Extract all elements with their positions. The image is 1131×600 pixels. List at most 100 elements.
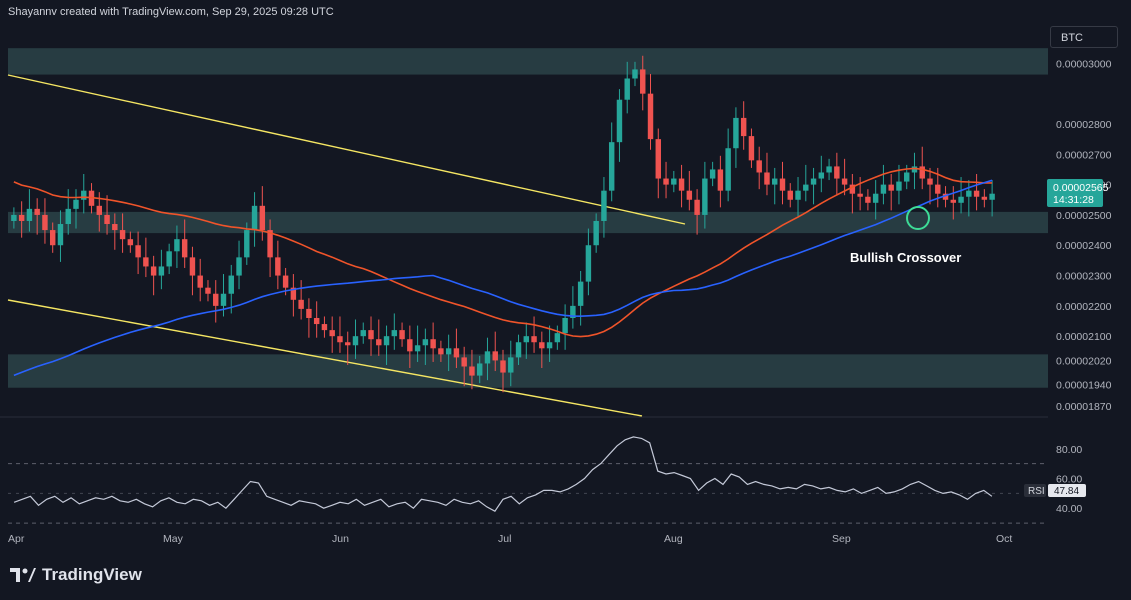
y-tick-label: 0.00001940 [1056, 380, 1112, 392]
footer [0, 548, 1131, 600]
candle-body [772, 178, 778, 185]
candle-body [935, 184, 941, 194]
candle-body [205, 287, 211, 294]
candle-body [632, 69, 638, 79]
candle-body [546, 342, 553, 349]
tradingview-logo[interactable]: TradingView [10, 565, 142, 585]
candle-body [104, 214, 110, 225]
candle-body [911, 166, 918, 173]
candle-body [306, 308, 312, 318]
symbol-badge[interactable]: BTC [1050, 26, 1118, 48]
candle-body [849, 184, 856, 194]
y-tick-label: 0.00003000 [1056, 58, 1112, 70]
candle-body [166, 251, 172, 267]
candle-body [927, 178, 933, 185]
zone-1 [8, 211, 1048, 234]
y-tick-label: 0.00002300 [1056, 271, 1112, 283]
candle-body [484, 351, 491, 364]
candle-body [96, 205, 103, 215]
candle-body [236, 257, 242, 276]
candle-body [290, 287, 297, 300]
candle-body [189, 257, 196, 276]
candle-body [34, 208, 40, 215]
trendline-lower [7, 299, 643, 417]
candle-body [81, 190, 87, 200]
candle-body [709, 169, 716, 179]
candle-body [181, 239, 188, 258]
price-chart[interactable]: Bullish Crossover 0.00003000 0.00002800 0.… [0, 0, 1131, 548]
zone-2 [8, 354, 1048, 388]
candle-body [399, 330, 405, 340]
y-tick-label: 0.00002020 [1056, 355, 1112, 367]
candle-body [453, 348, 460, 358]
y-tick-label: 0.00001870 [1056, 401, 1112, 413]
candle-body [391, 330, 398, 337]
candle-body [438, 348, 444, 355]
candle-body [49, 230, 56, 246]
candle-body [554, 333, 561, 343]
candle-body [313, 317, 320, 325]
candle-body [352, 336, 359, 346]
candle-body [857, 193, 863, 197]
candle-body [694, 199, 700, 215]
candle-body [640, 69, 646, 94]
candle-body [539, 342, 545, 349]
candle-body [376, 339, 382, 346]
candle-body [888, 184, 894, 191]
candle-body [803, 184, 809, 191]
candle-body [500, 360, 506, 373]
candle-body [65, 208, 71, 225]
candle-body [966, 190, 972, 197]
rsi-tick-label: 40.00 [1056, 503, 1082, 515]
candle-body [663, 178, 669, 185]
candle-body [570, 305, 576, 318]
candle-body [647, 93, 654, 140]
moving-averages-layer [13, 167, 993, 377]
candle-body [655, 139, 661, 179]
y-tick-label: 0.00002200 [1056, 301, 1112, 313]
candle-body [958, 196, 964, 203]
candle-body [601, 190, 607, 221]
candle-body [616, 99, 623, 143]
candle-body [989, 193, 995, 200]
rsi-badge: RSI 47.84 [1024, 484, 1086, 497]
candle-body [686, 190, 693, 200]
candle-body [903, 172, 910, 182]
candle-body [267, 230, 273, 258]
candle-body [702, 178, 708, 215]
candle-body [748, 136, 755, 161]
candle-body [11, 214, 17, 221]
candle-body [18, 214, 25, 221]
candle-body [593, 220, 599, 246]
time-axis: Apr May Jun Jul Aug Sep Oct [8, 533, 1012, 545]
last-price-tag: 0.00002565 14:31:28 [1047, 179, 1109, 207]
x-tick-label: Jul [498, 533, 511, 545]
candle-body [492, 351, 498, 361]
candle-body [508, 357, 514, 373]
candle-body [717, 169, 724, 191]
candle-body [282, 275, 289, 288]
candle-body [321, 324, 328, 331]
candle-body [368, 330, 374, 340]
candle-body [779, 178, 786, 191]
candle-body [135, 245, 141, 258]
candle-body [197, 275, 203, 288]
candle-body [880, 184, 887, 194]
candle-body [725, 148, 731, 191]
candle-body [740, 117, 747, 137]
candle-body [942, 193, 949, 200]
rsi-value: 47.84 [1054, 486, 1079, 497]
candle-body [127, 239, 134, 246]
crossover-circle-icon [906, 206, 930, 230]
candle-body [764, 172, 770, 185]
candle-body [624, 78, 630, 100]
y-tick-label: 0.00002800 [1056, 119, 1112, 131]
candle-body [414, 345, 421, 352]
ma-fast-line [13, 167, 993, 338]
chart-attribution: Shayannv created with TradingView.com, S… [8, 6, 334, 18]
candle-body [158, 266, 165, 276]
candle-body [919, 166, 925, 179]
candle-body [531, 336, 537, 343]
x-tick-label: Apr [8, 533, 25, 545]
candle-body [298, 299, 304, 309]
